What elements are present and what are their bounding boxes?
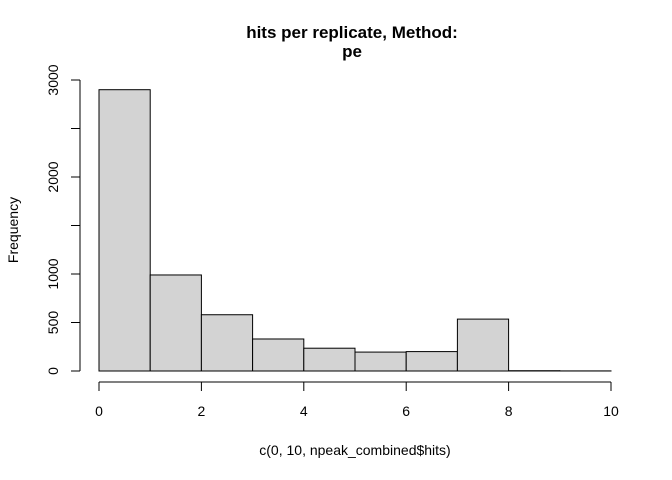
bar-3 [252,338,305,372]
y-axis-label: Frequency [5,197,21,263]
x-tick-label-0: 0 [95,403,103,419]
chart-title-line-2: pe [342,42,362,61]
bar-2 [200,314,254,372]
bar-7 [456,318,510,372]
chart-title-line-1: hits per replicate, Method: [246,23,458,42]
y-tick-label-2: 1000 [45,258,61,289]
y-tick-label-4: 2000 [45,161,61,192]
x-axis-label: c(0, 10, npeak_combined$hits) [259,442,450,458]
bar-0 [98,89,151,372]
x-tick-label-3: 6 [402,403,410,419]
y-tick-label-6: 3000 [45,64,61,95]
bar-5 [354,351,407,372]
bar-4 [303,347,356,372]
x-tick-label-2: 4 [300,403,308,419]
y-tick-label-1: 500 [45,311,61,335]
x-tick-label-5: 10 [603,403,619,419]
y-axis: 0 500 1000 2000 3000 [45,64,81,375]
bars-group [98,89,612,372]
bar-1 [149,274,202,372]
x-tick-label-4: 8 [505,403,513,419]
bar-6 [405,351,458,372]
x-tick-label-1: 2 [198,403,206,419]
x-axis: 0 2 4 6 8 10 [95,381,619,419]
y-tick-label-0: 0 [45,367,61,375]
